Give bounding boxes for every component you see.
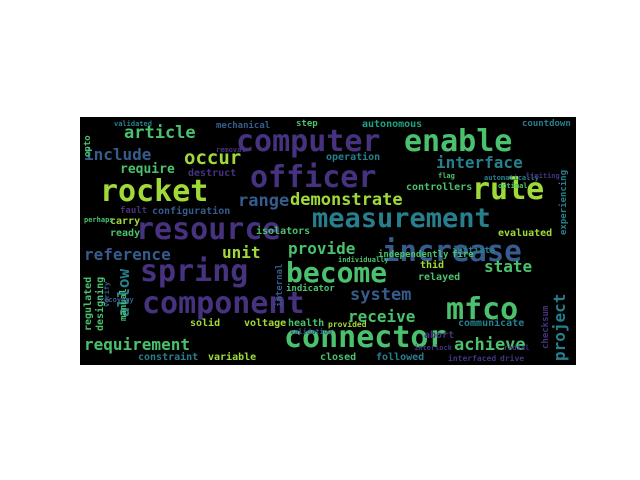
cloud-word: operation	[326, 152, 381, 163]
cloud-word: ready	[110, 228, 141, 239]
cloud-word: mfco	[446, 292, 519, 327]
cloud-word: independently	[378, 250, 449, 260]
cloud-word: increase	[382, 234, 522, 268]
cloud-word: connector	[284, 320, 447, 355]
cloud-word: resource	[136, 212, 281, 247]
cloud-word: step	[296, 119, 318, 129]
cloud-word: provided	[328, 320, 367, 329]
cloud-word: optimal	[498, 182, 528, 190]
cloud-word: opto	[83, 135, 93, 157]
cloud-word: variable	[208, 352, 257, 363]
cloud-word: limiting	[526, 172, 560, 180]
cloud-word: automatically	[484, 174, 539, 182]
cloud-word: requirement	[84, 335, 190, 354]
cloud-word: range	[238, 191, 290, 211]
cloud-word: internal	[275, 263, 285, 307]
cloud-word: demonstrate	[290, 190, 403, 210]
cloud-word: spring	[140, 254, 249, 289]
cloud-word: occur	[184, 147, 242, 169]
cloud-word: become	[286, 256, 388, 289]
cloud-word: carry	[110, 216, 141, 227]
cloud-word: thid	[420, 260, 445, 271]
cloud-word: isolators	[256, 226, 311, 237]
cloud-word: require	[120, 162, 175, 177]
cloud-word: autonomous	[362, 119, 423, 130]
cloud-word: controllers	[406, 182, 473, 193]
cloud-word: achieve	[454, 335, 526, 355]
cloud-word: validation	[290, 328, 333, 336]
cloud-word: mechanical	[216, 121, 271, 131]
cloud-word: flag	[438, 172, 455, 180]
cloud-word: evaluated	[498, 228, 553, 239]
cloud-word: individually	[338, 256, 389, 264]
cloud-word: relayed	[418, 272, 461, 283]
cloud-word: experiencing	[559, 169, 569, 235]
cloud-word: followed	[376, 352, 425, 363]
cloud-word: enable	[404, 124, 513, 159]
cloud-word: measurement	[312, 203, 491, 234]
cloud-word: fire	[452, 250, 474, 260]
cloud-word: countdown	[522, 119, 571, 129]
cloud-word: closed	[320, 352, 357, 363]
cloud-word: interlock	[414, 344, 452, 352]
cloud-word: regulated	[83, 276, 94, 331]
cloud-word: rocket	[100, 174, 209, 209]
cloud-word: interfaced	[448, 354, 497, 363]
cloud-word: interface	[436, 153, 523, 172]
word-cloud: computer enable officer rocket rule meas…	[80, 117, 576, 365]
cloud-word: destruct	[188, 168, 237, 179]
cloud-word: verify	[103, 281, 111, 307]
cloud-word: receive	[348, 307, 416, 326]
cloud-word: validated	[114, 120, 152, 128]
cloud-word: abort	[424, 330, 455, 341]
cloud-word: health	[288, 318, 325, 329]
cloud-word: configuration	[152, 206, 231, 217]
cloud-word: computer	[236, 124, 381, 159]
cloud-word: solid	[190, 318, 221, 329]
cloud-word: include	[84, 145, 152, 164]
cloud-word: manual	[119, 288, 129, 321]
cloud-word: checksum	[541, 305, 551, 349]
cloud-word: initiate	[452, 246, 496, 256]
cloud-word: system	[350, 285, 412, 305]
cloud-word: provide	[288, 239, 356, 258]
cloud-word: officer	[250, 160, 377, 195]
cloud-word: perhaps	[84, 216, 114, 224]
cloud-word: indicator	[286, 284, 335, 294]
cloud-word: constraint	[138, 352, 199, 363]
cloud-word: component	[142, 286, 305, 321]
cloud-word: recovery	[100, 296, 134, 304]
cloud-word: removal	[216, 146, 246, 154]
cloud-word: communicate	[458, 318, 525, 329]
cloud-word: state	[484, 257, 533, 276]
cloud-word: rule	[472, 172, 545, 207]
cloud-word: drive	[500, 354, 525, 363]
cloud-word: article	[124, 123, 196, 143]
cloud-word: project	[550, 293, 569, 361]
cloud-word: reference	[84, 245, 171, 264]
cloud-word: voltage	[244, 318, 287, 329]
cloud-word: fault	[120, 206, 148, 216]
cloud-word: radial	[504, 344, 530, 352]
cloud-word: unit	[222, 243, 261, 262]
